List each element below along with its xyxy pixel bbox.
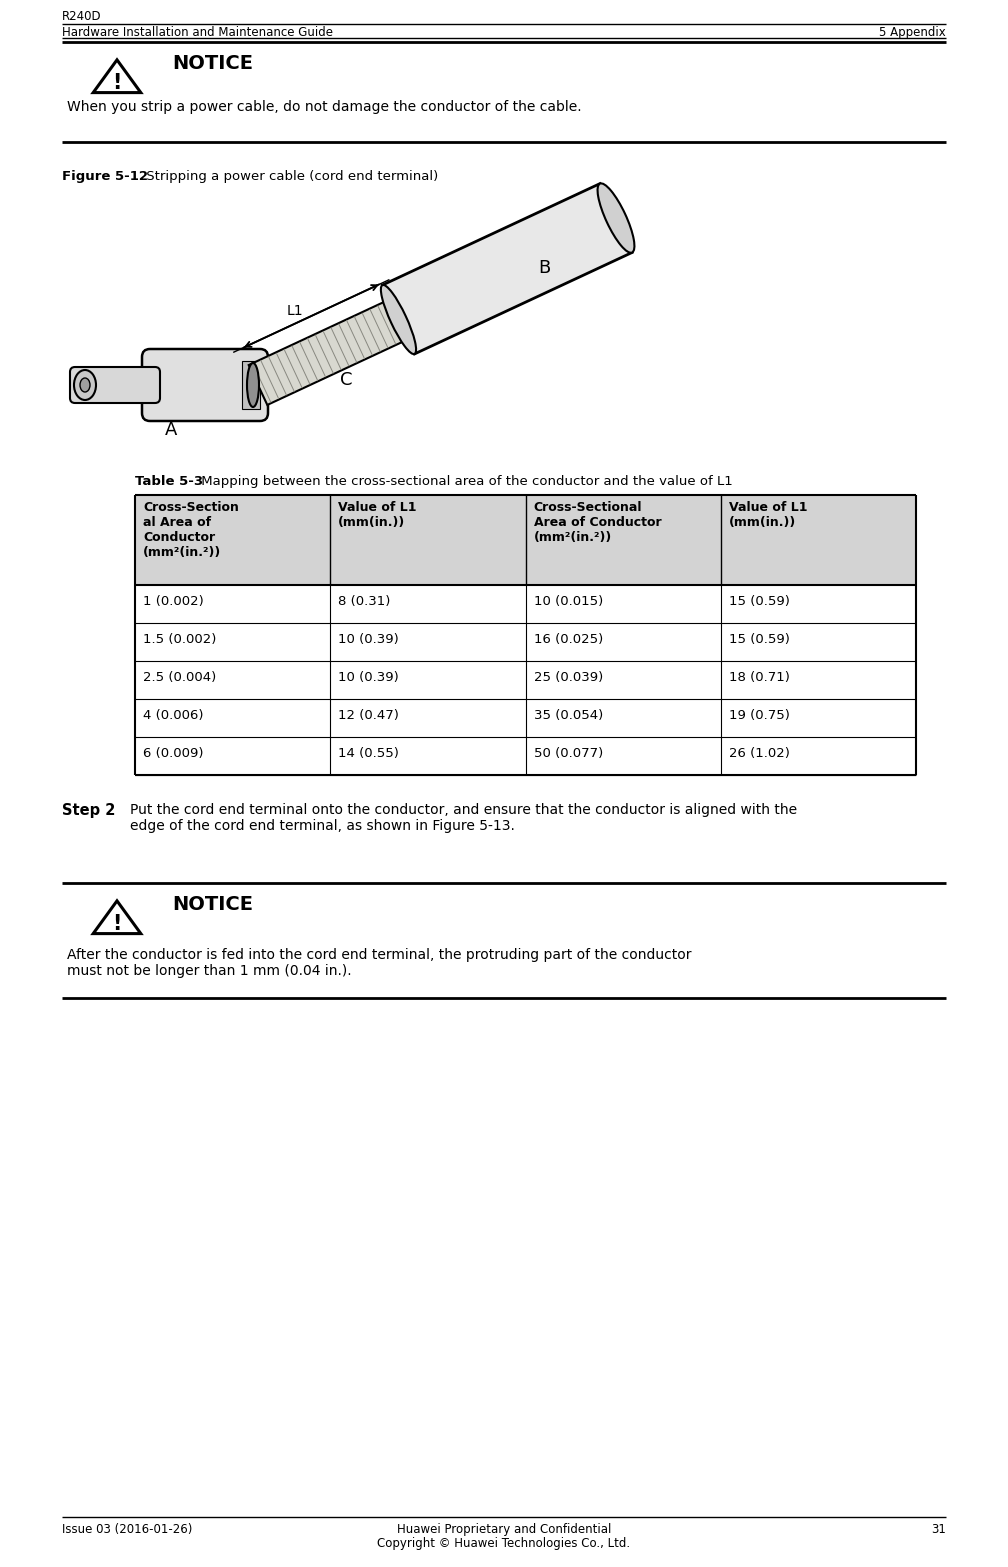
FancyBboxPatch shape [142,349,268,422]
Text: 50 (0.077): 50 (0.077) [533,747,603,760]
FancyBboxPatch shape [70,367,160,403]
Text: When you strip a power cable, do not damage the conductor of the cable.: When you strip a power cable, do not dam… [67,100,582,114]
Bar [135,661,916,699]
Text: 12 (0.47): 12 (0.47) [339,708,399,722]
Text: 18 (0.71): 18 (0.71) [729,671,789,685]
Text: 16 (0.025): 16 (0.025) [533,633,603,646]
Text: !: ! [112,914,122,934]
Text: 1 (0.002): 1 (0.002) [143,595,204,608]
Text: 6 (0.009): 6 (0.009) [143,747,204,760]
Text: NOTICE: NOTICE [172,895,253,914]
Text: R240D: R240D [62,9,102,24]
Text: 4 (0.006): 4 (0.006) [143,708,204,722]
Polygon shape [93,60,141,92]
Text: Step 2: Step 2 [62,802,115,818]
Text: 5 Appendix: 5 Appendix [879,27,946,39]
Text: Issue 03 (2016-01-26): Issue 03 (2016-01-26) [62,1523,193,1536]
Polygon shape [249,299,408,404]
Bar [135,584,916,624]
Polygon shape [93,901,141,934]
Text: Value of L1
(mm(in.)): Value of L1 (mm(in.)) [339,501,416,530]
Text: After the conductor is fed into the cord end terminal, the protruding part of th: After the conductor is fed into the cord… [67,948,691,978]
Text: 14 (0.55): 14 (0.55) [339,747,399,760]
Polygon shape [382,183,632,354]
Text: B: B [538,259,550,277]
Text: Table 5-3: Table 5-3 [135,475,204,487]
Text: Cross-Sectional
Area of Conductor
(mm²(in.²)): Cross-Sectional Area of Conductor (mm²(i… [533,501,661,544]
Text: Mapping between the cross-sectional area of the conductor and the value of L1: Mapping between the cross-sectional area… [197,475,733,487]
Bar [242,360,260,409]
Text: 15 (0.59): 15 (0.59) [729,595,789,608]
Text: Cross-Section
al Area of
Conductor
(mm²(in.²)): Cross-Section al Area of Conductor (mm²(… [143,501,239,559]
Ellipse shape [80,378,90,392]
Ellipse shape [247,364,259,407]
Text: Put the cord end terminal onto the conductor, and ensure that the conductor is a: Put the cord end terminal onto the condu… [130,802,797,834]
Ellipse shape [381,285,416,354]
Text: NOTICE: NOTICE [172,53,253,74]
Text: 19 (0.75): 19 (0.75) [729,708,789,722]
Text: 10 (0.015): 10 (0.015) [533,595,603,608]
Text: Hardware Installation and Maintenance Guide: Hardware Installation and Maintenance Gu… [62,27,333,39]
Bar [135,624,916,661]
Text: 25 (0.039): 25 (0.039) [533,671,603,685]
Text: L1: L1 [286,304,303,318]
Text: 26 (1.02): 26 (1.02) [729,747,789,760]
Bar [135,495,916,584]
Text: Stripping a power cable (cord end terminal): Stripping a power cable (cord end termin… [142,169,438,183]
Text: 35 (0.054): 35 (0.054) [533,708,603,722]
Text: A: A [165,422,177,439]
Text: Huawei Proprietary and Confidential: Huawei Proprietary and Confidential [397,1523,611,1536]
Ellipse shape [74,370,96,400]
Text: 31: 31 [931,1523,946,1536]
Text: C: C [341,371,353,389]
Text: Figure 5-12: Figure 5-12 [62,169,148,183]
Text: 2.5 (0.004): 2.5 (0.004) [143,671,217,685]
Text: 10 (0.39): 10 (0.39) [339,671,399,685]
Text: 15 (0.59): 15 (0.59) [729,633,789,646]
Text: Copyright © Huawei Technologies Co., Ltd.: Copyright © Huawei Technologies Co., Ltd… [377,1537,631,1550]
Text: Value of L1
(mm(in.)): Value of L1 (mm(in.)) [729,501,807,530]
Text: !: ! [112,72,122,92]
Text: 10 (0.39): 10 (0.39) [339,633,399,646]
Text: 8 (0.31): 8 (0.31) [339,595,391,608]
Bar [135,699,916,736]
Ellipse shape [598,183,634,252]
Bar [135,736,916,776]
Text: 1.5 (0.002): 1.5 (0.002) [143,633,217,646]
